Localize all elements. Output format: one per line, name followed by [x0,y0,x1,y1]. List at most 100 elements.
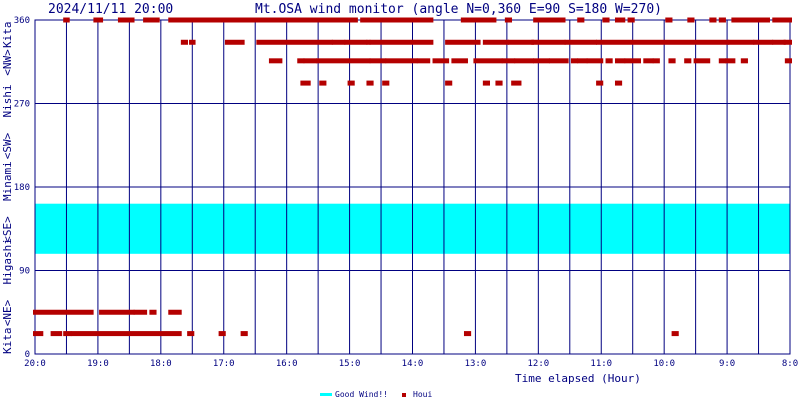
houi-point [759,17,770,23]
houi-point [463,331,472,337]
houi-point [602,17,610,23]
houi-point [168,17,212,23]
houi-point [50,331,63,337]
houi-point [369,58,387,64]
houi-point [718,58,726,64]
x-tick-labels: 20:0 19:0 18:0 17:0 16:0 15:0 14:0 13:0 12:0 11:0… [24,359,798,369]
x-tick-label: 8:0 [782,359,798,369]
houi-point [63,17,70,23]
houi-point [687,17,695,23]
houi-point [479,17,497,23]
x-tick-label: 13:0 [465,359,487,369]
houi-point [143,17,160,23]
houi-point [596,39,730,45]
x-axis-label: Time elapsed (Hour) [515,372,641,385]
y-axis-label-part: Higashi [1,238,14,284]
houi-point [709,17,717,23]
houi-point [511,80,522,86]
houi-point [133,309,148,315]
houi-point [385,17,399,23]
houi-point [240,331,248,337]
houi-point [753,17,761,23]
houi-point [545,17,560,23]
houi-point [189,39,196,45]
chart-title: Mt.OSA wind monitor (angle N=0,360 E=90 … [255,2,662,17]
houi-point [548,58,569,64]
houi-point [256,39,333,45]
houi-point [643,58,654,64]
houi-point [533,58,550,64]
houi-point [385,58,418,64]
houi-point [218,331,226,337]
houi-point [243,17,255,23]
houi-point [451,58,468,64]
houi-point [210,17,245,23]
houi-point [149,309,157,315]
y-axis-label-part: Kita [1,22,14,49]
houi-point [460,17,487,23]
x-tick-label: 12:0 [527,359,549,369]
houi-point [718,17,726,23]
houi-point [596,80,604,86]
x-tick-label: 20:0 [24,359,46,369]
houi-point [784,58,792,64]
houi-point [382,80,390,86]
x-tick-label: 14:0 [402,359,424,369]
houi-point [366,39,371,45]
houi-point [473,58,503,64]
houi-point [445,80,453,86]
houi-point [297,17,327,23]
houi-point [63,331,72,337]
houi-point [316,58,371,64]
y-axis-label-part: Minami [1,161,14,201]
y-tick-label: 90 [19,267,30,277]
houi-point [652,58,660,64]
houi-point [531,39,566,45]
houi-point [350,17,358,23]
houi-point [725,58,736,64]
houi-point [504,17,513,23]
houi-point [406,17,413,23]
houi-point [482,80,490,86]
legend-good-wind-swatch [320,393,332,396]
houi-point [577,58,588,64]
houi-point [360,17,387,23]
x-tick-label: 19:0 [87,359,109,369]
houi-point [369,39,434,45]
houi-point [753,39,774,45]
houi-point [728,39,755,45]
houi-point [627,17,635,23]
houi-point [501,58,516,64]
timestamp-label: 2024/11/11 20:00 [48,2,173,17]
x-tick-label: 11:0 [590,359,612,369]
houi-point [671,331,679,337]
houi-point [224,39,245,45]
y-axis-label-part: Nishi [1,84,14,117]
houi-point [668,58,676,64]
houi-point [344,39,368,45]
houi-point [558,17,566,23]
houi-point [614,80,623,86]
y-tick-label: 0 [25,350,30,360]
houi-point [772,17,792,23]
houi-point [693,58,711,64]
houi-point [489,17,497,23]
houi-point [268,58,283,64]
houi-point [533,17,547,23]
houi-point [740,58,748,64]
houi-point [665,17,673,23]
houi-point [419,17,428,23]
houi-point [514,58,535,64]
houi-point [180,39,188,45]
houi-point [416,58,431,64]
y-axis-label-part: <NE> [1,299,14,326]
houi-point [564,39,597,45]
houi-point [366,80,374,86]
y-tick-label: 360 [14,16,30,26]
houi-point [331,39,346,45]
x-tick-label: 9:0 [719,359,735,369]
y-axis-label-part: <SE> [1,216,14,243]
houi-point [783,39,792,45]
y-axis-label-part: <NW> [1,49,14,76]
